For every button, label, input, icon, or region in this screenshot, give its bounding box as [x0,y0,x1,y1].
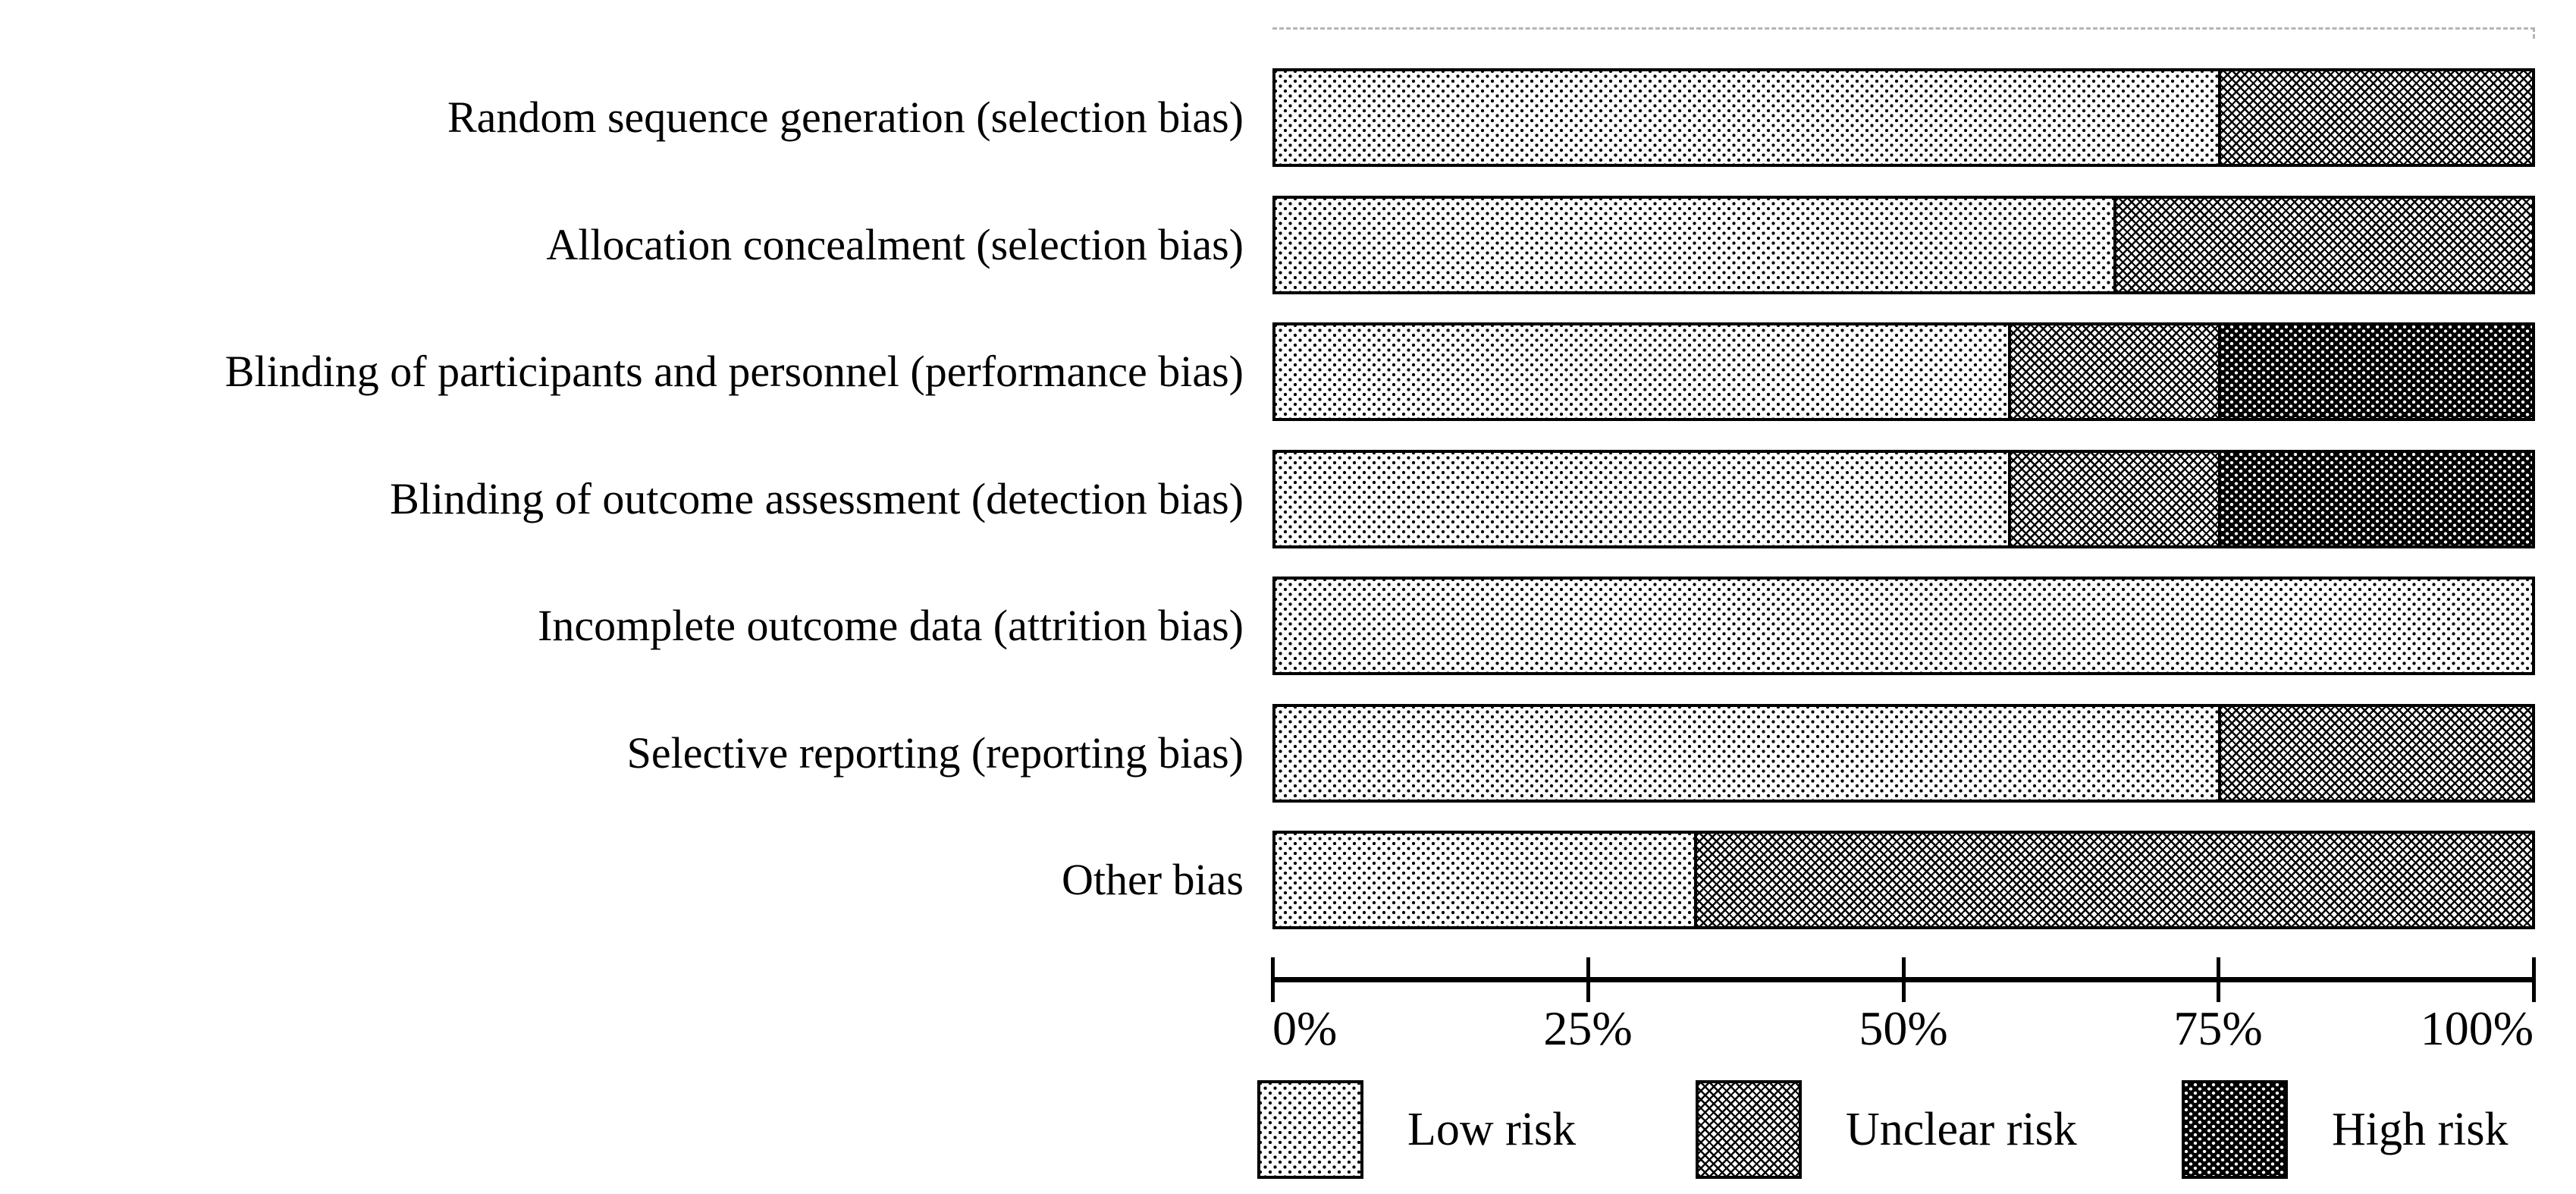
bar-segment-low-risk [1275,71,2218,164]
bar-row [1272,450,2535,548]
bar-segment-unclear-risk [2008,453,2218,545]
x-axis-tick [2217,957,2220,1002]
category-label: Blinding of participants and personnel (… [224,347,1244,396]
bar-segment-low-risk [1275,453,2009,545]
category-label: Blinding of outcome assessment (detectio… [390,474,1244,523]
legend-swatch-unclear-risk [1696,1080,1802,1179]
category-label: Incomplete outcome data (attrition bias) [538,601,1244,650]
bar-segment-unclear-risk [2217,707,2532,800]
x-axis-tick-label: 25% [1543,1001,1633,1055]
x-axis-tick-label: 0% [1272,1001,1338,1055]
x-axis-tick-label: 75% [2173,1001,2263,1055]
legend-swatch-low-risk [1257,1080,1363,1179]
bar-row [1272,196,2535,294]
x-axis-tick [2532,957,2536,1002]
bar-row [1272,704,2535,803]
legend-label: High risk [2332,1104,2509,1155]
bar-row [1272,322,2535,421]
x-axis-tick [1586,957,1590,1002]
bar-segment-unclear-risk [2113,199,2532,291]
legend-label: Unclear risk [1846,1104,2077,1155]
x-axis-tick [1902,957,1906,1002]
plot-top-dashed-corner [2533,27,2535,39]
bar-segment-low-risk [1275,834,1694,926]
legend-swatch-high-risk [2182,1080,2288,1179]
bar-segment-high-risk [2217,453,2532,545]
category-label: Allocation concealment (selection bias) [546,220,1244,269]
legend-label: Low risk [1407,1104,1577,1155]
category-label: Random sequence generation (selection bi… [447,93,1244,142]
bar-row [1272,831,2535,929]
bar-segment-low-risk [1275,580,2532,672]
bar-segment-low-risk [1275,199,2114,291]
category-label: Other bias [1062,855,1244,904]
category-label: Selective reporting (reporting bias) [626,728,1244,778]
x-axis-tick-label: 100% [2420,1001,2534,1055]
bar-segment-high-risk [2217,325,2532,418]
bar-segment-low-risk [1275,325,2009,418]
bar-segment-low-risk [1275,707,2218,800]
x-axis-tick [1271,957,1275,1002]
bar-row [1272,577,2535,675]
bar-row [1272,68,2535,167]
plot-top-dashed-line [1272,27,2535,30]
x-axis-tick-label: 50% [1859,1001,1948,1055]
bar-segment-unclear-risk [2217,71,2532,164]
bar-segment-unclear-risk [1693,834,2532,926]
bar-segment-unclear-risk [2008,325,2218,418]
